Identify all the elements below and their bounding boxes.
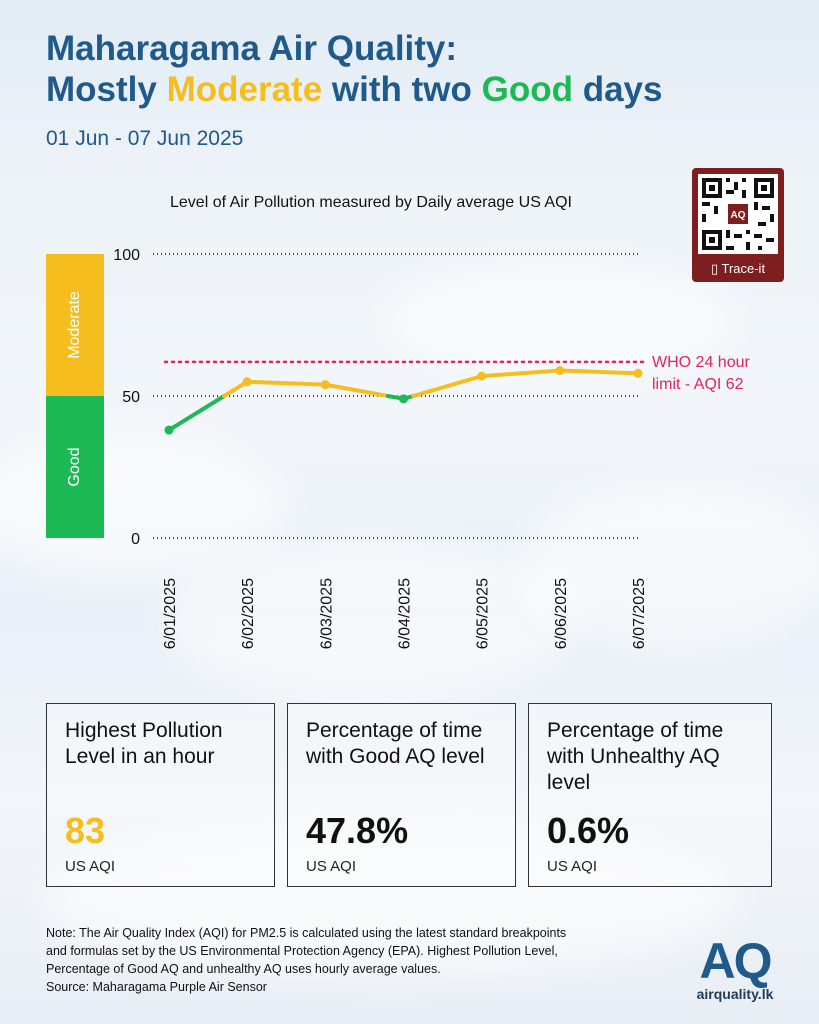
x-tick-label: 6/05/2025: [475, 578, 492, 649]
aqi-line-chart: Good Moderate 0 50 100 WHO 24 hour limit - …: [46, 247, 750, 649]
qr-label: ▯ Trace-it: [692, 261, 784, 277]
cloud-decoration: [160, 540, 580, 700]
qr-pattern: AQ: [702, 178, 774, 250]
qr-code: AQ: [698, 174, 778, 254]
x-tick-label: 6/06/2025: [553, 578, 570, 649]
title-text: Mostly: [46, 70, 167, 109]
airquality-logo[interactable]: AQ airquality.lk: [690, 936, 780, 1002]
data-point: [242, 377, 252, 387]
stat-card-unhealthy-aq: Percentage of time with Unhealthy AQ lev…: [528, 703, 772, 887]
series-line-segment: [245, 379, 328, 387]
stat-card-title: Highest Pollution Level in an hour: [65, 719, 223, 768]
footnote-line: and formulas set by the US Environmental…: [46, 944, 558, 958]
x-tick-label: 6/02/2025: [240, 578, 257, 649]
data-point: [399, 394, 408, 404]
x-tick-label: 6/03/2025: [318, 578, 335, 649]
who-limit-label-line-1: WHO 24 hour: [652, 354, 750, 371]
footnote: Note: The Air Quality Index (AQI) for PM…: [46, 924, 666, 996]
series-line-segment: [557, 368, 640, 376]
data-point: [477, 371, 487, 381]
cloud-decoration: [40, 820, 740, 980]
title-text: with two: [322, 70, 482, 109]
title-line-1: Maharagama Air Quality:: [46, 29, 458, 68]
footnote-line: Note: The Air Quality Index (AQI) for PM…: [46, 926, 567, 940]
aqi-band-moderate: [46, 254, 104, 396]
y-tick-label: 100: [113, 247, 140, 264]
aqi-band-label: Moderate: [66, 291, 83, 359]
source-line: Source: Maharagama Purple Air Sensor: [46, 980, 267, 994]
qr-code-badge[interactable]: AQ ▯ Trace-it: [692, 168, 784, 282]
chart-title: Level of Air Pollution measured by Daily…: [170, 194, 572, 211]
series-line-segment: [411, 374, 484, 398]
stat-card-title: Percentage of time with Unhealthy AQ lev…: [547, 719, 724, 794]
page-title: Maharagama Air Quality: Mostly Moderate …: [46, 28, 662, 110]
x-tick-label: 6/04/2025: [397, 578, 414, 649]
stat-card-value: 47.8%: [306, 810, 409, 851]
stat-card-unit: US AQI: [547, 858, 598, 875]
aqi-band-label: Good: [66, 447, 83, 486]
cloud-decoration: [520, 480, 819, 650]
stat-card-unit: US AQI: [65, 858, 116, 875]
y-tick-label: 0: [131, 531, 140, 548]
x-tick-label: 6/07/2025: [631, 578, 648, 649]
stat-card-value: 83: [65, 810, 106, 851]
stat-card-good-aq: Percentage of time with Good AQ level 47…: [287, 703, 516, 887]
series-line-segment: [222, 379, 250, 398]
footnote-line: Percentage of Good AQ and unhealthy AQ u…: [46, 962, 441, 976]
cloud-decoration: [380, 260, 740, 380]
data-point: [633, 368, 643, 378]
stat-card-value: 0.6%: [547, 810, 630, 851]
title-text: days: [572, 70, 663, 109]
title-highlight-moderate: Moderate: [166, 70, 323, 109]
x-tick-label: 6/01/2025: [162, 578, 179, 649]
data-point: [164, 425, 174, 435]
phone-icon: ▯: [710, 261, 719, 276]
stat-card-highest-pollution: Highest Pollution Level in an hour 83 US…: [46, 703, 275, 887]
qr-center-mark: AQ: [731, 210, 746, 221]
y-tick-label: 50: [122, 389, 140, 406]
title-highlight-good: Good: [481, 70, 573, 109]
stat-card-unit: US AQI: [306, 858, 357, 875]
aqi-band-good: [46, 396, 104, 538]
logo-text: airquality.lk: [696, 986, 774, 1002]
series-line-segment: [167, 394, 227, 433]
data-point: [555, 365, 565, 375]
stat-card-title: Percentage of time with Good AQ level: [306, 719, 485, 768]
series-line-segment: [479, 368, 562, 379]
qr-label-text: Trace-it: [721, 261, 766, 276]
date-range: 01 Jun - 07 Jun 2025: [46, 127, 244, 150]
data-point: [320, 380, 330, 390]
who-limit-label-line-2: limit - AQI 62: [652, 376, 744, 393]
logo-mark: AQ: [699, 933, 773, 989]
series-line-segment: [323, 382, 390, 398]
